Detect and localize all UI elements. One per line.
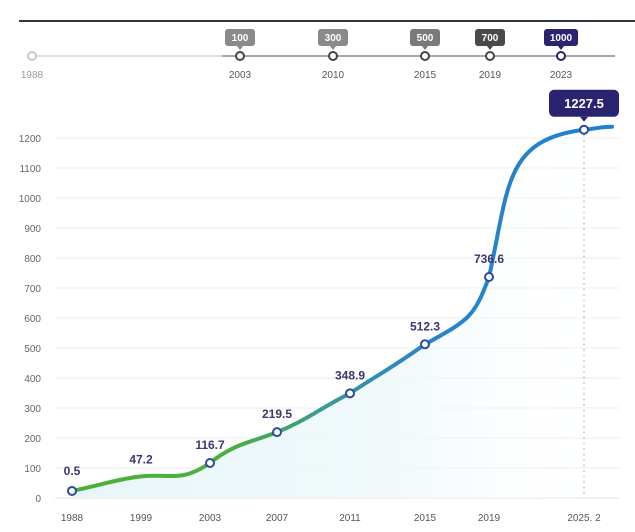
timeline-badge-pointer bbox=[237, 46, 243, 50]
timeline-year-label: 2003 bbox=[229, 70, 252, 81]
x-tick-label: 2025. 2 bbox=[567, 513, 601, 524]
timeline-badge bbox=[410, 29, 440, 46]
data-label: 512.3 bbox=[410, 319, 440, 333]
x-tick-label: 2015 bbox=[414, 513, 437, 524]
timeline-badge-pointer bbox=[330, 46, 336, 50]
y-tick-label: 700 bbox=[24, 284, 41, 295]
timeline-badge bbox=[475, 29, 505, 46]
data-label: 348.9 bbox=[335, 368, 365, 382]
timeline-badge-value: 700 bbox=[482, 33, 499, 44]
y-tick-label: 400 bbox=[24, 374, 41, 385]
data-label: 0.5 bbox=[64, 464, 81, 478]
timeline-point-2010: 2010 300 bbox=[318, 29, 348, 81]
timeline-badge-value: 300 bbox=[325, 33, 342, 44]
y-tick-label: 100 bbox=[24, 464, 41, 475]
area-fill bbox=[72, 126, 612, 498]
y-tick-label: 0 bbox=[35, 494, 41, 505]
timeline-year-label: 2010 bbox=[322, 70, 345, 81]
timeline-year-label: 2023 bbox=[550, 70, 573, 81]
data-point-1988[interactable] bbox=[67, 485, 77, 496]
y-tick-label: 600 bbox=[24, 314, 41, 325]
timeline-node bbox=[27, 51, 37, 61]
callout-box bbox=[549, 89, 619, 117]
timeline-year-label: 2015 bbox=[414, 70, 437, 81]
timeline-badge bbox=[318, 29, 348, 46]
timeline-point-2003: 2003 100 bbox=[225, 29, 255, 81]
y-tick-label: 1100 bbox=[19, 164, 41, 175]
y-tick-label: 1000 bbox=[19, 194, 42, 205]
timeline-badge-value: 1000 bbox=[550, 33, 573, 44]
y-tick-label: 900 bbox=[24, 224, 41, 235]
timeline-year-label: 2019 bbox=[479, 70, 502, 81]
timeline-point-2019: 2019 700 bbox=[475, 29, 505, 81]
data-point-2019[interactable] bbox=[484, 272, 494, 283]
timeline-point-2023: 2023 1000 bbox=[544, 29, 578, 81]
x-tick-label: 2003 bbox=[199, 513, 222, 524]
callout-value: 1227.5 bbox=[564, 96, 604, 111]
y-tick-label: 200 bbox=[24, 434, 41, 445]
timeline-point-1988: 1988 bbox=[21, 51, 44, 81]
data-label: 219.5 bbox=[262, 407, 292, 421]
y-tick-label: 1200 bbox=[19, 134, 42, 145]
callout-pointer bbox=[580, 116, 588, 122]
x-tick-label: 2011 bbox=[339, 513, 361, 524]
data-label: 736.6 bbox=[474, 252, 504, 266]
timeline-badge-pointer bbox=[422, 46, 428, 50]
data-label: 47.2 bbox=[129, 452, 153, 466]
data-point-20252[interactable] bbox=[579, 124, 589, 135]
timeline-node bbox=[328, 51, 338, 61]
data-point-2011[interactable] bbox=[345, 388, 355, 399]
timeline-badge bbox=[225, 29, 255, 46]
y-tick-label: 800 bbox=[24, 254, 41, 265]
timeline-badge-value: 100 bbox=[232, 33, 249, 44]
milestone-timeline: 1988 2003 100 2010 300 2015 500 2019 700 2023 1000 bbox=[21, 29, 615, 81]
timeline-badge-pointer bbox=[487, 46, 493, 50]
timeline-point-2015: 2015 500 bbox=[410, 29, 440, 81]
top-divider bbox=[19, 20, 635, 22]
y-tick-label: 300 bbox=[24, 404, 41, 415]
x-tick-label: 2007 bbox=[266, 513, 289, 524]
data-label: 116.7 bbox=[195, 438, 225, 452]
data-point-2007[interactable] bbox=[272, 427, 282, 438]
series-line bbox=[70, 124, 614, 493]
timeline-node bbox=[556, 51, 566, 61]
data-point-2015[interactable] bbox=[420, 339, 430, 350]
y-tick-label: 500 bbox=[24, 344, 41, 355]
x-tick-label: 1999 bbox=[130, 513, 153, 524]
latest-value-callout: 1227.5 bbox=[549, 89, 619, 122]
x-tick-label: 2019 bbox=[478, 513, 501, 524]
timeline-node bbox=[420, 51, 430, 61]
timeline-node bbox=[235, 51, 245, 61]
timeline-year-label: 1988 bbox=[21, 70, 44, 81]
data-point-2003[interactable] bbox=[205, 457, 215, 468]
timeline-badge-pointer bbox=[558, 46, 564, 50]
timeline-badge-value: 500 bbox=[417, 33, 434, 44]
timeline-badge bbox=[544, 29, 578, 46]
x-tick-label: 1988 bbox=[61, 513, 84, 524]
timeline-node bbox=[485, 51, 495, 61]
